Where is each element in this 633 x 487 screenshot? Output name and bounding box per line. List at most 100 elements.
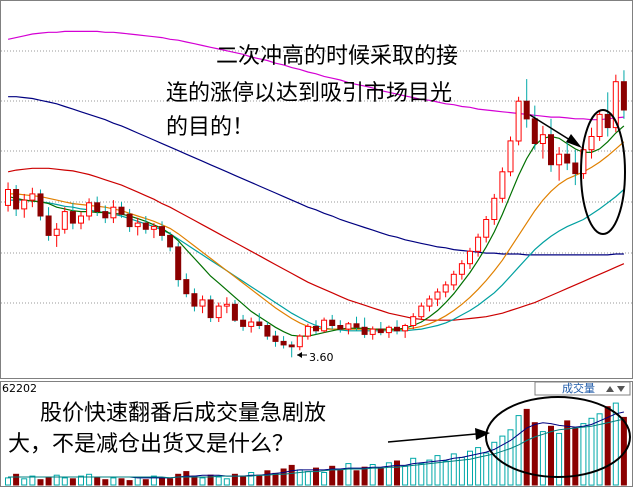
candle-19 xyxy=(159,221,165,241)
volume-bar-71 xyxy=(580,423,587,486)
volume-bar-45 xyxy=(369,464,376,486)
candle-48 xyxy=(394,320,400,335)
candle-25 xyxy=(207,295,214,322)
candle-13 xyxy=(110,200,117,224)
volume-bar-75 xyxy=(612,402,619,486)
volume-bar-21 xyxy=(175,473,182,486)
candle-14 xyxy=(118,201,125,218)
candle-33 xyxy=(272,330,279,347)
volume-bar-67 xyxy=(548,425,554,486)
volume-title-label: 成交量 xyxy=(562,381,595,395)
bottom-annotation-line-2: 大，不是减仓出货又是什么？ xyxy=(8,432,294,457)
candle-64 xyxy=(523,79,530,128)
candle-62 xyxy=(507,136,514,177)
scroll-down-icon[interactable] xyxy=(617,386,625,392)
candle-76 xyxy=(620,70,627,119)
candle-11 xyxy=(94,196,101,216)
volume-bar-55 xyxy=(450,453,457,486)
top-annotation-line-2: 连的涨停以达到吸引市场目光 xyxy=(166,81,452,106)
candle-3 xyxy=(29,187,36,208)
volume-ma-line-1 xyxy=(8,418,625,479)
candle-70 xyxy=(572,149,579,186)
volume-bar-22 xyxy=(183,471,190,486)
candle-36 xyxy=(296,334,303,351)
candle-56 xyxy=(458,260,465,280)
volume-title-button[interactable]: 成交量 xyxy=(534,381,631,396)
candle-58 xyxy=(475,233,482,257)
candle-49 xyxy=(402,323,409,338)
candlesticks xyxy=(5,70,627,358)
scroll-up-icon[interactable] xyxy=(606,386,614,392)
volume-bar-72 xyxy=(588,417,595,486)
candle-55 xyxy=(450,270,457,291)
candle-16 xyxy=(134,217,141,236)
candle-69 xyxy=(564,140,571,171)
top-annotation-line-3: 的目的！ xyxy=(166,115,254,140)
volume-bar-13 xyxy=(110,477,117,486)
candle-20 xyxy=(167,231,174,252)
candle-12 xyxy=(102,205,109,224)
candle-15 xyxy=(126,208,133,232)
bottom-arrow xyxy=(387,428,490,443)
volume-bar-48 xyxy=(394,460,400,486)
candle-26 xyxy=(215,302,222,322)
volume-bar-15 xyxy=(126,480,133,486)
volume-bar-10 xyxy=(86,473,93,486)
top-annotation: 二次冲高的时候采取的接 连的涨停以达到吸引市场目光 的目的！ xyxy=(166,44,458,140)
volume-bar-49 xyxy=(402,465,409,486)
candle-35 xyxy=(288,341,295,358)
volume-bar-27 xyxy=(223,478,230,486)
candle-24 xyxy=(199,295,206,314)
candle-53 xyxy=(434,288,441,307)
volume-bar-7 xyxy=(61,477,68,486)
volume-bar-59 xyxy=(483,452,490,486)
volume-bar-1 xyxy=(13,473,20,486)
candle-7 xyxy=(61,207,68,234)
volume-bar-19 xyxy=(159,477,165,486)
volume-bar-12 xyxy=(102,479,109,486)
volume-bar-69 xyxy=(564,420,571,486)
volume-bar-57 xyxy=(467,450,473,486)
volume-bar-35 xyxy=(288,464,295,486)
candle-34 xyxy=(280,336,287,349)
candle-68 xyxy=(556,147,563,181)
volume-bar-34 xyxy=(280,468,287,486)
candle-22 xyxy=(183,273,190,298)
candle-51 xyxy=(418,302,425,321)
volume-bar-28 xyxy=(231,473,238,486)
volume-bar-8 xyxy=(69,478,76,486)
volume-bar-24 xyxy=(199,477,206,486)
candle-28 xyxy=(231,299,238,322)
candle-0 xyxy=(5,182,11,212)
volume-bar-30 xyxy=(248,472,255,486)
volume-bar-33 xyxy=(272,472,279,486)
candle-50 xyxy=(410,313,417,330)
candle-43 xyxy=(353,316,360,331)
volume-bar-26 xyxy=(215,476,222,486)
candle-21 xyxy=(175,242,182,287)
low-price-marker: 3.60 xyxy=(297,351,334,364)
bottom-annotation-line-1: 股价快速翻番后成交量急剧放 xyxy=(40,401,326,426)
price-grid xyxy=(1,50,632,304)
volume-bar-38 xyxy=(313,467,319,486)
volume-bar-17 xyxy=(142,479,149,486)
candle-23 xyxy=(191,288,198,312)
volume-ma-lines xyxy=(8,411,625,479)
candle-6 xyxy=(53,223,60,247)
volume-bar-46 xyxy=(377,467,384,486)
candle-45 xyxy=(369,326,376,340)
candle-10 xyxy=(86,198,93,221)
candle-31 xyxy=(256,313,263,330)
volume-bar-73 xyxy=(596,413,603,486)
highlight-ellipse-price xyxy=(580,109,626,235)
candle-74 xyxy=(604,92,611,137)
candle-63 xyxy=(515,96,522,146)
volume-bar-60 xyxy=(491,441,498,486)
volume-bar-50 xyxy=(410,457,417,486)
candle-9 xyxy=(78,211,84,230)
volume-bar-41 xyxy=(337,468,344,486)
candle-38 xyxy=(313,320,319,335)
candle-4 xyxy=(37,189,44,221)
candle-41 xyxy=(337,320,344,333)
